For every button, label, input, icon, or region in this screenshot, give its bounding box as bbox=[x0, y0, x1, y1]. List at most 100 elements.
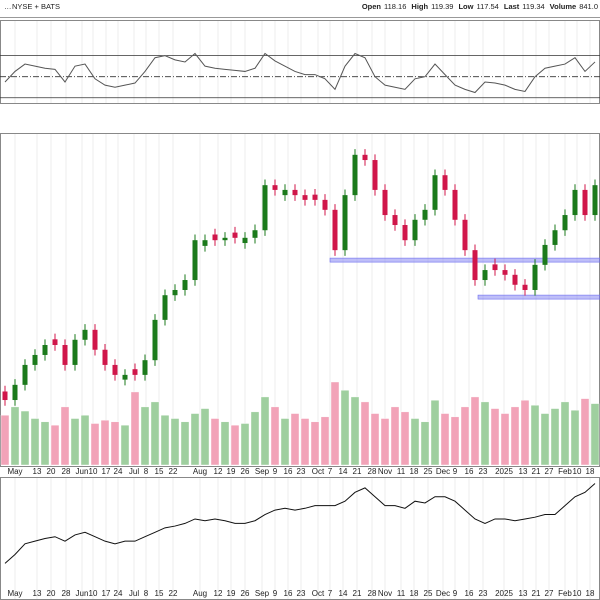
candle-body bbox=[112, 364, 118, 375]
x-tick-label: 15 bbox=[155, 589, 164, 598]
x-tick-label: 22 bbox=[169, 589, 178, 598]
candle-body bbox=[512, 274, 518, 285]
volume-bar bbox=[260, 396, 270, 466]
candle-body bbox=[412, 219, 418, 241]
x-tick-label: 20 bbox=[47, 589, 56, 598]
quote-label: Open bbox=[362, 2, 382, 11]
candle-body bbox=[502, 270, 508, 275]
candle-body bbox=[222, 237, 228, 241]
x-tick-label: Jun bbox=[76, 589, 89, 598]
line-series bbox=[4, 483, 596, 564]
x-tick-label: Oct bbox=[312, 467, 325, 476]
x-tick-label: 24 bbox=[114, 589, 123, 598]
volume-bar bbox=[300, 418, 310, 466]
candle-body bbox=[262, 185, 268, 231]
quote-label: Volume bbox=[550, 2, 577, 11]
candle-body bbox=[2, 391, 8, 401]
candle-body bbox=[302, 195, 308, 200]
candle-body bbox=[152, 319, 158, 361]
volume-bar bbox=[470, 396, 480, 466]
volume-bar bbox=[90, 423, 100, 466]
candle-body bbox=[492, 264, 498, 271]
volume-bar bbox=[230, 424, 240, 466]
x-tick-label: Dec bbox=[436, 589, 450, 598]
volume-bar bbox=[20, 410, 30, 466]
candle-body bbox=[272, 185, 278, 190]
quote: Open 118.16 High 119.39 Low 117.54 Last 119.34 V… bbox=[362, 2, 598, 11]
x-tick-label: 13 bbox=[33, 467, 42, 476]
x-tick-label: 21 bbox=[353, 467, 362, 476]
volume-bar bbox=[570, 410, 580, 466]
x-tick-label: 9 bbox=[273, 589, 278, 598]
candle-body bbox=[322, 199, 328, 210]
x-tick-label: 28 bbox=[62, 589, 71, 598]
candle-body bbox=[362, 154, 368, 161]
support-line bbox=[477, 294, 600, 300]
x-tick-label: 16 bbox=[284, 589, 293, 598]
x-tick-label: 16 bbox=[465, 467, 474, 476]
x-tick-label: May bbox=[7, 589, 22, 598]
candle-body bbox=[82, 329, 88, 340]
candle-body bbox=[252, 230, 258, 238]
x-tick-label: 2025 bbox=[495, 467, 513, 476]
candle-body bbox=[452, 189, 458, 220]
x-tick-label: 17 bbox=[102, 589, 111, 598]
x-tick-label: 9 bbox=[453, 589, 458, 598]
volume-bar bbox=[210, 418, 220, 466]
x-tick-label: 16 bbox=[465, 589, 474, 598]
volume-bar bbox=[330, 381, 340, 466]
x-tick-label: 28 bbox=[368, 589, 377, 598]
x-tick-label: 12 bbox=[214, 589, 223, 598]
volume-bar bbox=[200, 408, 210, 466]
quote-label: Low bbox=[458, 2, 473, 11]
volume-bar bbox=[40, 421, 50, 466]
volume-bar bbox=[390, 406, 400, 466]
volume-bar bbox=[50, 424, 60, 466]
volume-bar bbox=[150, 401, 160, 466]
x-tick-label: 10 bbox=[573, 467, 582, 476]
volume-bar bbox=[30, 418, 40, 466]
candle-body bbox=[192, 240, 198, 281]
x-tick-label: Nov bbox=[378, 589, 392, 598]
x-tick-label: 10 bbox=[89, 467, 98, 476]
volume-bar bbox=[480, 401, 490, 466]
x-tick-label: 23 bbox=[479, 589, 488, 598]
candle-body bbox=[32, 354, 38, 365]
candle-body bbox=[232, 232, 238, 238]
x-tick-label: 24 bbox=[114, 467, 123, 476]
x-tick-label: May bbox=[7, 467, 22, 476]
x-tick-label: 23 bbox=[479, 467, 488, 476]
volume-bar bbox=[440, 413, 450, 466]
support-line bbox=[329, 257, 600, 263]
volume-bar bbox=[190, 413, 200, 466]
quote-value: 119.39 bbox=[431, 2, 453, 11]
x-tick-label: Feb bbox=[558, 467, 572, 476]
x-tick-label: 19 bbox=[227, 589, 236, 598]
volume-bar bbox=[550, 408, 560, 466]
volume-bar bbox=[10, 406, 20, 466]
volume-bar bbox=[430, 400, 440, 466]
header-ellipsis: … bbox=[4, 2, 12, 11]
x-tick-label: 27 bbox=[545, 589, 554, 598]
x-tick-label: 27 bbox=[545, 467, 554, 476]
candle-body bbox=[422, 209, 428, 220]
volume-bar bbox=[120, 424, 130, 466]
x-tick-label: Dec bbox=[436, 467, 450, 476]
volume-bar bbox=[590, 403, 600, 466]
candle-body bbox=[482, 270, 488, 281]
candle-body bbox=[162, 295, 168, 320]
volume-bar bbox=[370, 413, 380, 466]
quote-value: 118.16 bbox=[384, 2, 406, 11]
x-tick-label: 15 bbox=[155, 467, 164, 476]
x-tick-label: Jul bbox=[129, 467, 139, 476]
volume-bar bbox=[270, 406, 280, 466]
volume-bar bbox=[380, 418, 390, 466]
x-tick-label: Sep bbox=[255, 589, 270, 598]
candle-body bbox=[72, 339, 78, 365]
volume-bar bbox=[110, 421, 120, 466]
volume-bar bbox=[180, 421, 190, 466]
candle-body bbox=[582, 189, 588, 216]
x-tick-label: 23 bbox=[297, 467, 306, 476]
x-tick-label: 14 bbox=[339, 589, 348, 598]
volume-bar bbox=[520, 400, 530, 466]
